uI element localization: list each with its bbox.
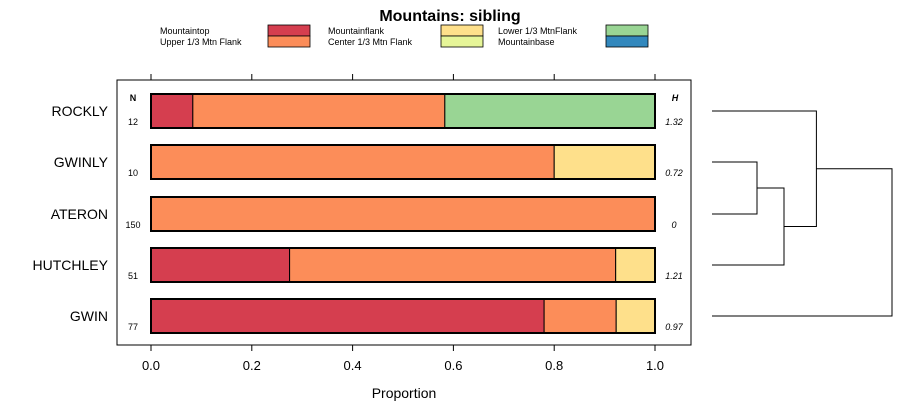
legend-swatch xyxy=(440,24,484,37)
n-value: 77 xyxy=(128,322,138,332)
h-value: 1.21 xyxy=(665,271,683,281)
category-label: GWINLY xyxy=(54,154,109,170)
dendrogram-link xyxy=(712,161,758,215)
bar-segment xyxy=(543,298,617,334)
dendrogram-link xyxy=(712,110,817,227)
h-header: H xyxy=(672,93,679,103)
h-value: 1.32 xyxy=(665,117,683,127)
bar-segment xyxy=(615,298,657,334)
category-label: HUTCHLEY xyxy=(33,257,109,273)
bar-segment xyxy=(615,247,656,283)
legend-swatch xyxy=(605,24,649,37)
row-labels: ROCKLY 12 1.32 GWINLY 10 0.72 ATERON 150 0 HUTCHL… xyxy=(33,103,684,332)
bar-outline xyxy=(150,247,656,283)
dendrogram-link xyxy=(712,187,785,266)
legend-swatch xyxy=(267,24,311,37)
legend-label: Mountainflank xyxy=(328,26,385,36)
x-tick-label: 0.2 xyxy=(243,358,261,373)
bar-outline xyxy=(150,144,656,180)
legend-swatch xyxy=(440,35,484,48)
dendrogram-link xyxy=(712,168,893,317)
bar-segment xyxy=(150,247,291,283)
n-value: 150 xyxy=(125,220,140,230)
legend-label: Lower 1/3 MtnFlank xyxy=(498,26,578,36)
x-tick-label: 0.4 xyxy=(344,358,362,373)
n-header: N xyxy=(130,93,137,103)
h-value: 0.72 xyxy=(665,168,683,178)
x-tick-label: 0.8 xyxy=(545,358,563,373)
n-value: 51 xyxy=(128,271,138,281)
x-tick-label: 0.6 xyxy=(444,358,462,373)
bar-outline xyxy=(150,298,656,334)
legend-label: Mountaintop xyxy=(160,26,210,36)
bar-segment xyxy=(150,298,545,334)
chart-title: Mountains: sibling xyxy=(379,8,520,25)
bar-outline xyxy=(150,196,656,232)
bar-segment xyxy=(150,93,194,129)
n-value: 12 xyxy=(128,117,138,127)
x-axis-label: Proportion xyxy=(372,385,437,401)
x-axis-ticks: 0.0 0.2 0.4 0.6 0.8 1.0 xyxy=(142,74,664,373)
bar-segment xyxy=(444,93,656,129)
plot-frame xyxy=(116,79,692,346)
h-value: 0.97 xyxy=(665,322,684,332)
dendrogram xyxy=(712,110,893,317)
bar-segment xyxy=(150,144,555,180)
legend-swatch xyxy=(605,35,649,48)
x-tick-label: 1.0 xyxy=(646,358,664,373)
bar-rows xyxy=(150,93,657,334)
bar-segment xyxy=(289,247,617,283)
category-label: ATERON xyxy=(51,206,108,222)
bar-segment xyxy=(150,196,656,232)
bar-segment xyxy=(553,144,656,180)
n-value: 10 xyxy=(128,168,138,178)
bar-segment xyxy=(192,93,446,129)
legend-label: Center 1/3 Mtn Flank xyxy=(328,37,413,47)
category-label: ROCKLY xyxy=(51,103,108,119)
legend-label: Upper 1/3 Mtn Flank xyxy=(160,37,242,47)
x-tick-label: 0.0 xyxy=(142,358,160,373)
h-value: 0 xyxy=(671,220,676,230)
bar-outline xyxy=(150,93,656,129)
legend-swatch xyxy=(267,35,311,48)
category-label: GWIN xyxy=(70,308,108,324)
legend-label: Mountainbase xyxy=(498,37,555,47)
